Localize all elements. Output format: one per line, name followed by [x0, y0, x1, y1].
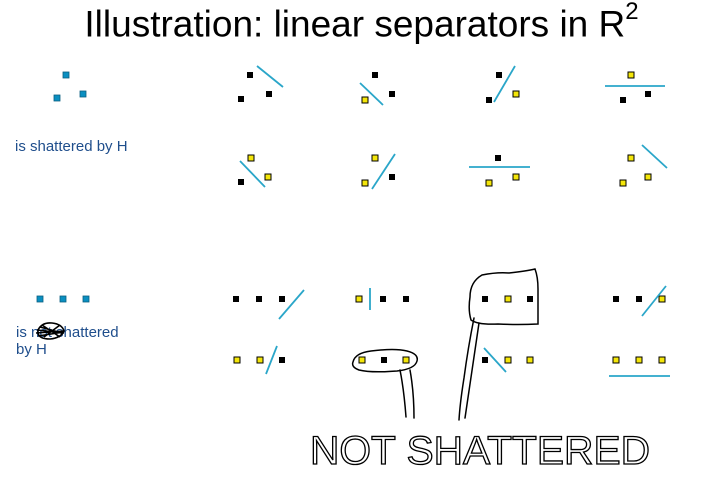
- separator-line: [278, 289, 305, 320]
- separator-line: [265, 345, 278, 375]
- separator-line: [256, 65, 284, 88]
- handwritten-flag-annotation: [458, 268, 539, 421]
- labeling-16: [609, 356, 670, 377]
- labeling-15: [482, 347, 534, 373]
- ref-triangle-points: [53, 71, 87, 102]
- scribble-mark: [35, 322, 65, 340]
- separator-line: [483, 347, 507, 373]
- labeling-10: [355, 288, 409, 310]
- labeling-1: [238, 65, 284, 102]
- labeling-11: [482, 295, 533, 303]
- title-text: Illustration: linear separators in R: [84, 3, 626, 45]
- separator-line: [493, 65, 516, 103]
- blue-point: [79, 90, 87, 98]
- handwritten-bubble-annotation: [351, 348, 419, 419]
- separator-line: [641, 144, 668, 169]
- separator-line: [641, 285, 667, 317]
- labeling-4: [605, 71, 665, 103]
- label-not-shattered: is not shattered by H: [16, 324, 119, 358]
- label-is: is: [16, 324, 27, 341]
- label-shattered: is shattered by H: [15, 138, 128, 155]
- blue-point: [62, 71, 70, 79]
- separator-line: [359, 82, 384, 106]
- labeling-2: [359, 72, 395, 106]
- labeling-12: [613, 285, 667, 317]
- labeling-6: [361, 153, 396, 190]
- blue-point: [36, 295, 44, 303]
- blue-point: [59, 295, 67, 303]
- blue-point: [53, 94, 61, 102]
- title-superscript: 2: [625, 0, 639, 25]
- labeling-13: [233, 345, 285, 375]
- label-by-h: by H: [16, 341, 47, 358]
- handwritten-text: NOT SHATTERED: [309, 428, 650, 473]
- separator-line: [239, 160, 266, 188]
- label-shattered-word: shattered: [56, 324, 119, 341]
- separator-line: [371, 153, 396, 190]
- ref-collinear-points: [36, 295, 90, 303]
- labeling-8: [619, 144, 668, 187]
- labeling-14: [358, 356, 410, 364]
- labeling-9: [233, 289, 305, 320]
- handwritten-not-shattered: NOT SHATTERED: [310, 429, 650, 473]
- slide-title: Illustration: linear separators in R2: [0, 0, 715, 45]
- blue-point: [82, 295, 90, 303]
- labeling-3: [486, 65, 520, 103]
- labeling-7: [469, 155, 530, 187]
- labeling-5: [238, 154, 272, 188]
